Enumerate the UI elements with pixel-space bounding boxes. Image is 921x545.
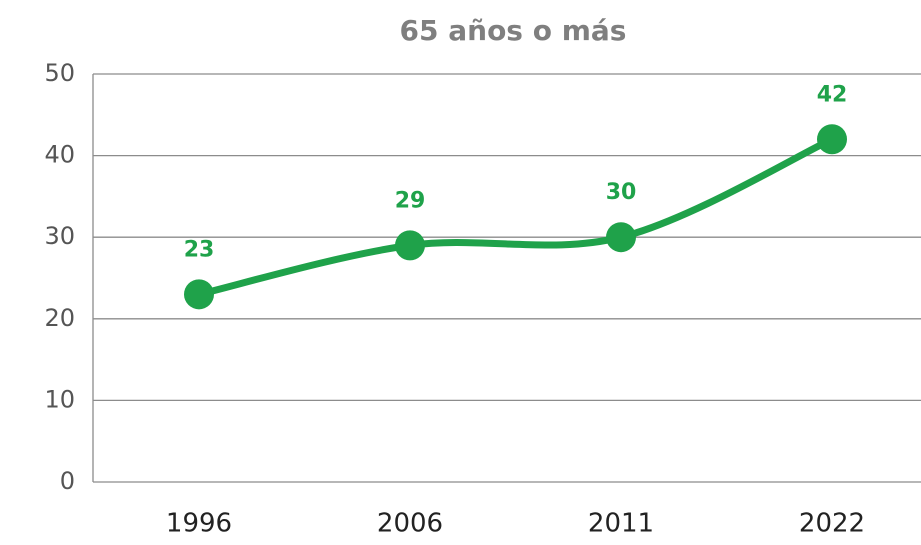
marker — [606, 222, 636, 253]
data-label: 29 — [395, 188, 426, 213]
y-tick-label: 30 — [44, 222, 75, 250]
marker — [817, 124, 847, 155]
data-label: 42 — [817, 82, 848, 107]
x-tick-label: 2006 — [377, 509, 443, 539]
x-tick-label: 1996 — [166, 509, 232, 539]
chart-title: 65 años o más — [400, 14, 627, 47]
y-tick-label: 0 — [60, 467, 75, 495]
data-label: 23 — [184, 237, 215, 262]
data-label: 30 — [606, 180, 637, 205]
marker — [184, 279, 214, 310]
y-tick-label: 10 — [44, 385, 75, 413]
marker — [395, 230, 425, 261]
y-tick-label: 40 — [44, 141, 75, 169]
x-tick-label: 2022 — [799, 509, 865, 539]
line — [195, 135, 836, 298]
x-tick-label: 2011 — [588, 509, 654, 539]
y-tick-label: 20 — [44, 304, 75, 332]
y-tick-label: 50 — [44, 59, 75, 87]
